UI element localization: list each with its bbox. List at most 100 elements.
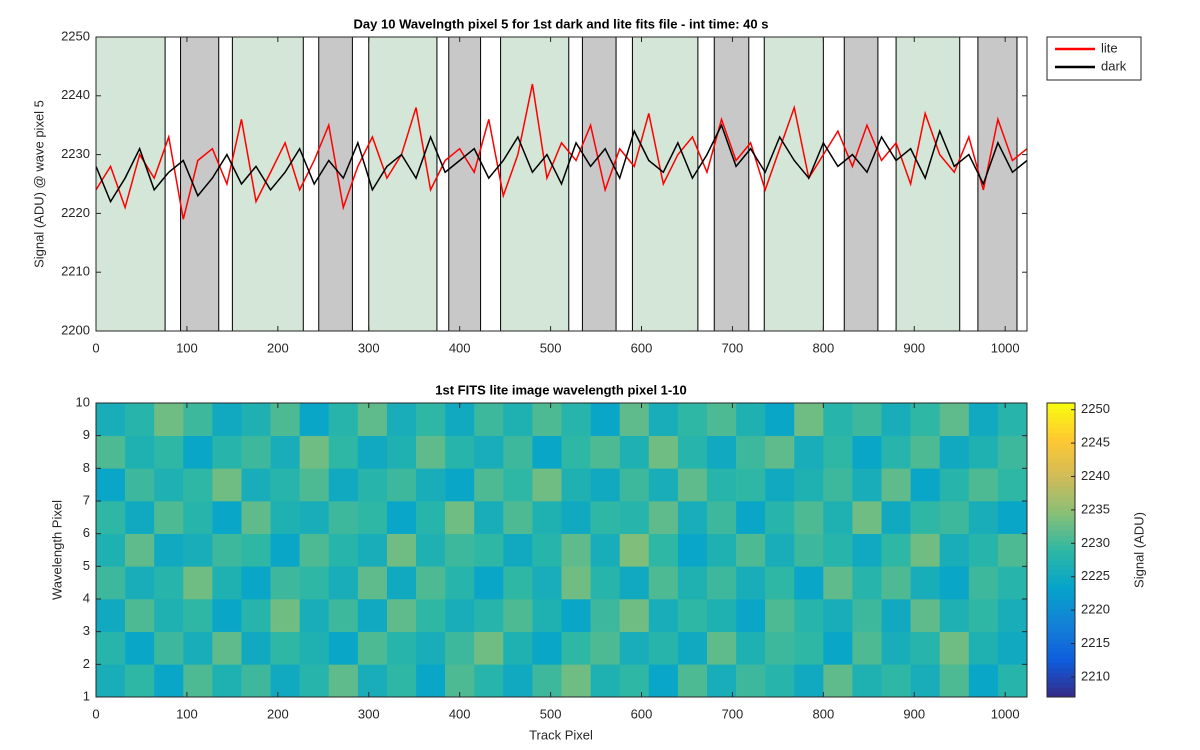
heatmap-cell bbox=[590, 501, 620, 534]
heatmap-cell bbox=[299, 566, 330, 600]
heatmap-cell bbox=[270, 533, 300, 567]
chart-title: Day 10 Wavelngth pixel 5 for 1st dark an… bbox=[354, 16, 769, 31]
heatmap-cell bbox=[212, 435, 242, 469]
heatmap-cell bbox=[183, 631, 213, 665]
colorbar-step bbox=[1047, 476, 1075, 482]
colorbar-step bbox=[1047, 652, 1075, 659]
heatmap-cell bbox=[328, 468, 359, 502]
heatmap-cell bbox=[125, 403, 155, 436]
heatmap-cell bbox=[386, 501, 417, 534]
shaded-region bbox=[631, 36, 699, 332]
heatmap-cell bbox=[765, 468, 795, 502]
heatmap-cell bbox=[503, 599, 533, 632]
heatmap-cell bbox=[561, 435, 591, 469]
colorbar-step bbox=[1047, 417, 1075, 424]
heatmap-cell bbox=[590, 533, 620, 567]
colorbar-tick-label: 2250 bbox=[1081, 401, 1110, 416]
heatmap-cell bbox=[183, 599, 213, 632]
heatmap-cell bbox=[736, 403, 766, 436]
heatmap-cell bbox=[794, 599, 824, 632]
heatmap-cell bbox=[532, 403, 562, 436]
x-tick-label: 700 bbox=[722, 706, 744, 721]
x-tick-label: 200 bbox=[267, 706, 289, 721]
heatmap-cell bbox=[794, 664, 824, 698]
colorbar-tick-label: 2240 bbox=[1081, 468, 1110, 483]
shaded-region bbox=[713, 36, 750, 332]
colorbar-step bbox=[1047, 432, 1075, 438]
heatmap-cell bbox=[852, 435, 882, 469]
colorbar-tick-label: 2210 bbox=[1081, 668, 1110, 683]
heatmap-cell bbox=[125, 533, 155, 567]
x-axis-label: Track Pixel bbox=[529, 727, 593, 742]
colorbar-step bbox=[1047, 515, 1075, 522]
heatmap-cell bbox=[619, 501, 650, 534]
y-tick-label: 3 bbox=[83, 623, 90, 638]
shaded-region bbox=[448, 36, 482, 332]
heatmap-cell bbox=[561, 631, 591, 665]
x-tick-label: 200 bbox=[267, 340, 289, 355]
heatmap-cell bbox=[765, 664, 795, 698]
y-tick-label: 8 bbox=[83, 460, 90, 475]
colorbar-step bbox=[1047, 535, 1075, 541]
heatmap-cell bbox=[96, 664, 126, 698]
shaded-region bbox=[231, 36, 304, 332]
heatmap-cell bbox=[590, 403, 620, 436]
y-tick-label: 5 bbox=[83, 558, 90, 573]
heatmap-cell bbox=[154, 501, 184, 534]
heatmap-cell bbox=[445, 631, 475, 665]
line-series bbox=[95, 83, 1028, 220]
heatmap-cell bbox=[648, 533, 679, 567]
heatmap-cell bbox=[968, 435, 999, 469]
heatmap-cell bbox=[706, 664, 737, 698]
heatmap-cell bbox=[96, 599, 126, 632]
heatmap-cell bbox=[677, 468, 708, 502]
y-tick-label: 6 bbox=[83, 525, 90, 540]
heatmap-cell bbox=[939, 403, 970, 436]
heatmap-cell bbox=[386, 468, 417, 502]
heatmap-cell bbox=[445, 533, 475, 567]
heatmap-cell bbox=[910, 599, 941, 632]
heatmap-cell bbox=[677, 435, 708, 469]
shaded-region bbox=[500, 36, 570, 332]
heatmap-cell bbox=[270, 501, 300, 534]
y-tick-label: 4 bbox=[83, 590, 90, 605]
x-tick-label: 300 bbox=[358, 706, 380, 721]
colorbar-step bbox=[1047, 628, 1075, 634]
heatmap-cell bbox=[328, 566, 359, 600]
heatmap-cell bbox=[183, 435, 213, 469]
shaded-region bbox=[318, 36, 353, 332]
y-tick-label: 1 bbox=[83, 688, 90, 703]
heatmap-cell bbox=[241, 468, 271, 502]
shaded-region bbox=[95, 36, 166, 332]
heatmap-cell bbox=[299, 599, 330, 632]
heatmap-cell bbox=[794, 468, 824, 502]
heatmap-cell bbox=[706, 403, 737, 436]
colorbar-step bbox=[1047, 692, 1075, 698]
shaded-region bbox=[763, 36, 824, 332]
x-tick-label: 900 bbox=[903, 706, 925, 721]
heatmap-cell bbox=[619, 664, 650, 698]
heatmap-cell bbox=[183, 501, 213, 534]
heatmap-cell bbox=[212, 599, 242, 632]
heatmap-cell bbox=[532, 631, 562, 665]
heatmap-cell bbox=[881, 468, 911, 502]
y-axis-label: Signal (ADU) @ wave pixel 5 bbox=[31, 100, 46, 268]
colorbar-step bbox=[1047, 403, 1075, 409]
heatmap-cell bbox=[183, 533, 213, 567]
y-tick-label: 9 bbox=[83, 427, 90, 442]
heatmap-cell bbox=[474, 566, 504, 600]
heatmap-cell bbox=[445, 566, 475, 600]
heatmap-cell bbox=[125, 468, 155, 502]
heatmap-cell bbox=[386, 664, 417, 698]
heatmap-cell bbox=[183, 664, 213, 698]
heatmap-cell bbox=[736, 566, 766, 600]
heatmap-cell bbox=[96, 631, 126, 665]
heatmap-cell bbox=[270, 403, 300, 436]
colorbar-step bbox=[1047, 657, 1075, 664]
heatmap-cell bbox=[677, 501, 708, 534]
colorbar-step bbox=[1047, 540, 1075, 546]
x-tick-label: 900 bbox=[903, 340, 925, 355]
heatmap-cell bbox=[736, 533, 766, 567]
heatmap-cell bbox=[474, 533, 504, 567]
heatmap-cell bbox=[96, 435, 126, 469]
